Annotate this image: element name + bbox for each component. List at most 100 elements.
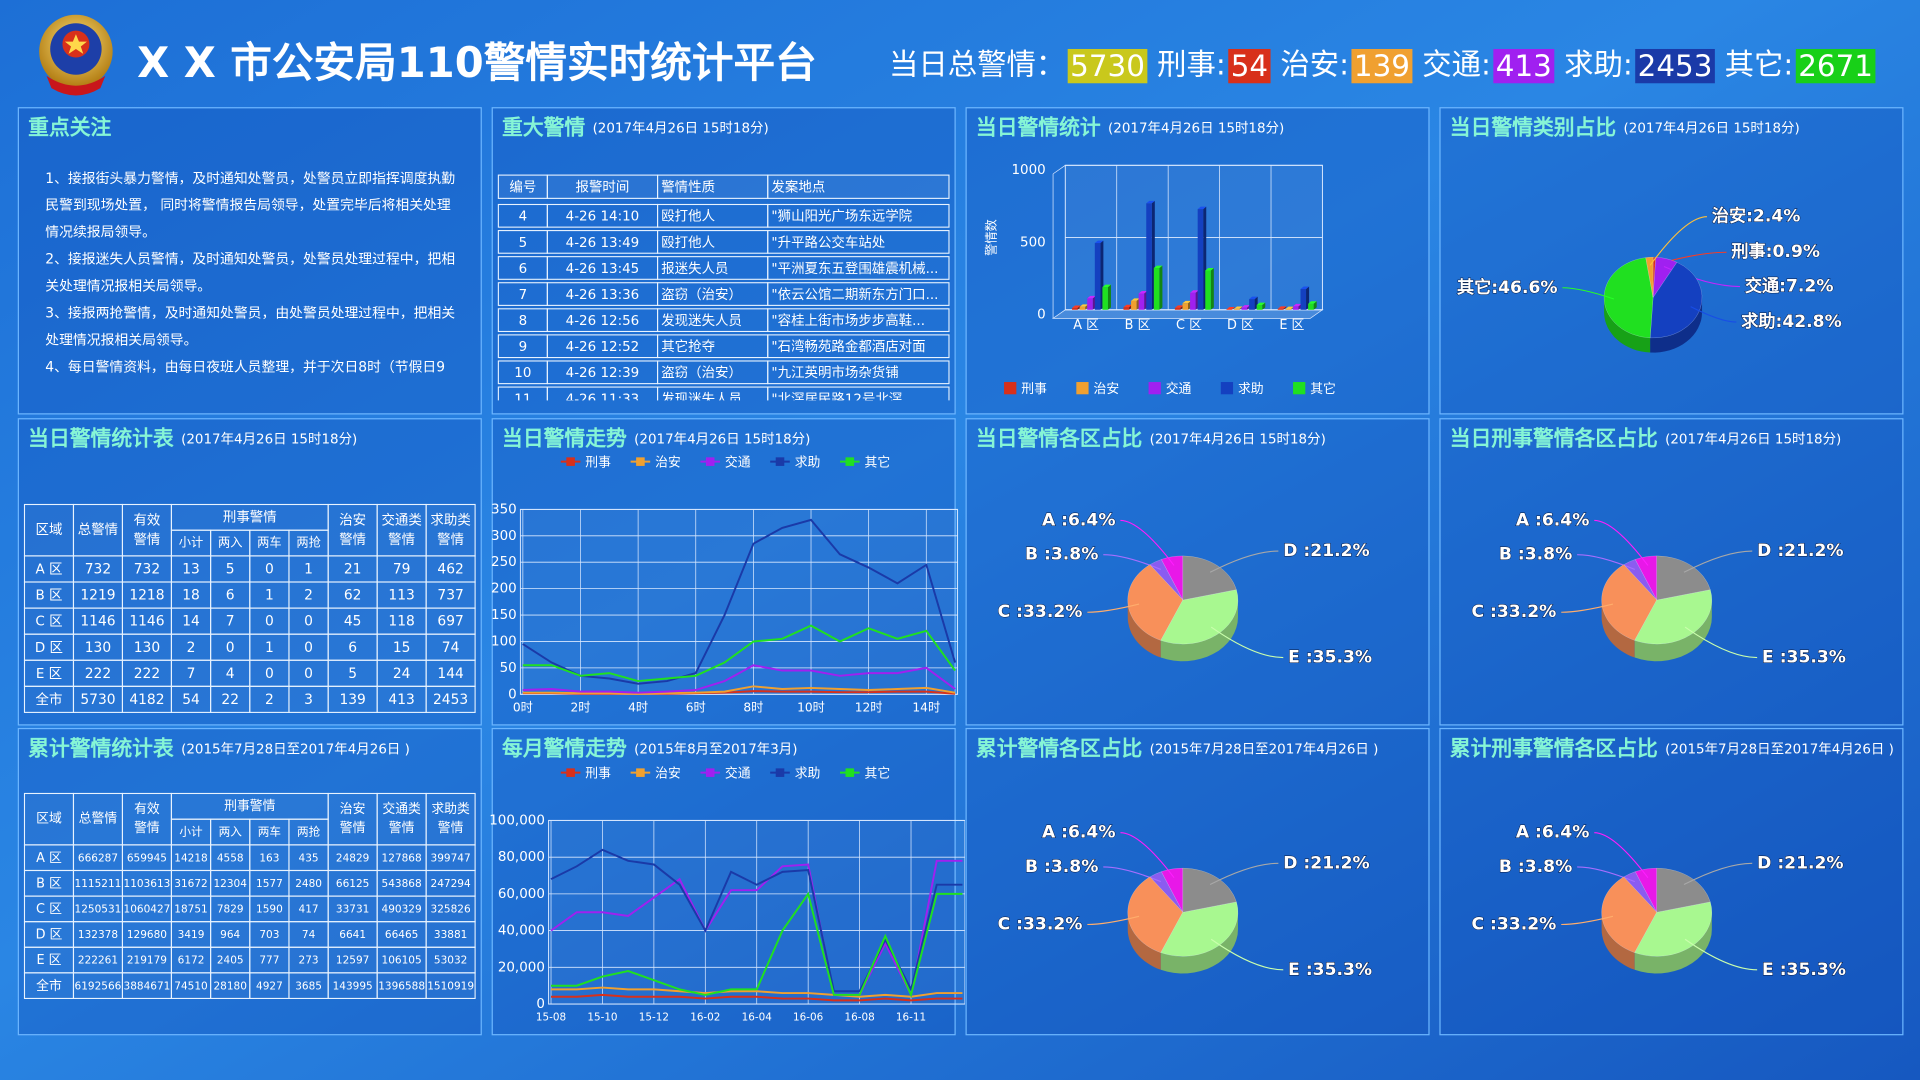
table-cell-text: 两入 xyxy=(219,825,243,839)
table-cell-text: 全市 xyxy=(36,978,62,994)
table-cell xyxy=(376,633,427,661)
table-cell-text: 警情 xyxy=(438,820,464,836)
bar-top xyxy=(1131,298,1140,301)
table-cell xyxy=(425,685,476,713)
table-cell-text: 22 xyxy=(221,692,239,708)
table-cell-text: 4-26 12:52 xyxy=(566,340,640,355)
table-cell xyxy=(210,972,251,999)
table-cell-text: 3685 xyxy=(295,980,322,992)
table-cell-text: 247294 xyxy=(431,878,471,890)
table-cell-text: "升平路公交车站处 xyxy=(771,234,885,251)
table-cell xyxy=(121,607,172,635)
table-cell xyxy=(327,792,378,846)
panel-title: 重大警情 xyxy=(502,116,585,140)
table-cell xyxy=(288,581,329,609)
table-cell-text: 警情 xyxy=(437,532,464,548)
table-cell-text: 刑事警情 xyxy=(223,509,277,525)
table-cell-text: 10 xyxy=(514,366,531,381)
table-cell xyxy=(288,921,329,948)
table-cell-text: 14218 xyxy=(174,852,207,864)
table-cell-text: 5 xyxy=(348,666,357,682)
pie-label: D :21.2% xyxy=(1757,853,1843,873)
table-cell-text: "石湾畅苑路金都酒店对面 xyxy=(771,338,925,355)
bar xyxy=(1153,268,1160,310)
pie-leader xyxy=(1561,915,1614,926)
x-tick-label: 15-08 xyxy=(536,1012,566,1024)
legend-label: 治安 xyxy=(655,766,681,781)
table-cell-text: 14 xyxy=(182,614,200,630)
table-cell-text: 1 xyxy=(265,588,274,604)
panel-subtitle: (2017年4月26日 15时18分) xyxy=(1665,432,1841,448)
table-cell-text: 129680 xyxy=(127,929,167,941)
table-cell-text: 两车 xyxy=(257,535,281,550)
panel-title: 当日警情走势 xyxy=(502,427,627,451)
table-cell-text: 治安 xyxy=(339,512,366,528)
table-cell-text: 报警时间 xyxy=(576,179,630,195)
pie-slice xyxy=(1601,876,1658,953)
table-cell-text: C 区 xyxy=(36,902,62,917)
table-cell-text: 413 xyxy=(388,692,414,708)
table-cell xyxy=(288,659,329,687)
table-cell xyxy=(327,581,378,609)
pie-label: A :6.4% xyxy=(1042,823,1116,843)
table-cell-text: 1510919 xyxy=(427,980,474,992)
table-cell-text: 143995 xyxy=(333,980,373,992)
table-cell-text: D 区 xyxy=(36,928,63,943)
summary-value: 2671 xyxy=(1798,49,1873,83)
pie-slice xyxy=(1160,867,1184,913)
table-cell-text: 54 xyxy=(182,692,200,708)
bar-side xyxy=(1077,305,1081,310)
pie-leader xyxy=(1120,832,1175,879)
pie-label: E :35.3% xyxy=(1762,960,1846,980)
legend-label: 交通 xyxy=(725,765,751,781)
pie-label: D :21.2% xyxy=(1283,853,1369,873)
bar-side xyxy=(1107,284,1111,310)
legend-swatch xyxy=(775,768,785,777)
table-cell-text: 求助类 xyxy=(430,512,470,528)
panel-subtitle: (2015年7月28日至2017年4月26日 ) xyxy=(1150,741,1379,757)
y-tick-label: 300 xyxy=(491,529,517,544)
table-cell-text: 732 xyxy=(85,562,111,578)
pie-label: C :33.2% xyxy=(1472,914,1557,934)
table-cell-text: 53032 xyxy=(434,955,467,967)
legend-swatch xyxy=(705,768,715,777)
bar xyxy=(1182,303,1188,310)
x-tick-label: B 区 xyxy=(1125,318,1151,333)
pie-slice xyxy=(1182,555,1237,601)
table-cell xyxy=(767,282,950,306)
table-cell-text: 警情 xyxy=(388,532,415,548)
table-cell-text: 7 xyxy=(187,666,196,682)
table-cell-text: 74510 xyxy=(174,980,207,992)
table-cell-text: 543868 xyxy=(382,878,422,890)
panel: 每月警情走势 (2015年8月至2017年3月) 15-08 15-10 15-12 16… xyxy=(489,727,965,1036)
bar xyxy=(1292,306,1299,310)
pie-slice xyxy=(1645,256,1654,298)
bar-top xyxy=(1123,304,1133,308)
bar-side xyxy=(1239,306,1243,310)
y-tick-label: 350 xyxy=(491,502,517,517)
table-cell-text: 两入 xyxy=(218,536,242,550)
pie-label: 治安:2.4% xyxy=(1712,206,1801,227)
table-cell-text: 490329 xyxy=(382,903,422,915)
bar-top xyxy=(1072,305,1081,308)
table-cell-text: 435 xyxy=(299,852,319,864)
x-tick-label: 2时 xyxy=(570,700,590,714)
table-cell-text: 2405 xyxy=(217,955,244,967)
series-line xyxy=(550,859,963,998)
table-cell xyxy=(249,972,290,999)
bar-top xyxy=(1174,305,1184,308)
table-cell-text: 盗窃（治安） xyxy=(661,287,742,303)
bar-top xyxy=(1233,306,1243,309)
bar-top xyxy=(1292,303,1302,307)
bar-top xyxy=(1226,307,1235,310)
pie-leader xyxy=(1087,603,1140,613)
legend-swatch xyxy=(1076,382,1089,395)
pie-slice xyxy=(1160,901,1239,957)
pie-label: 交通:7.2% xyxy=(1745,276,1834,297)
table-cell-text: 小计 xyxy=(179,536,203,550)
legend-swatch xyxy=(1148,382,1161,395)
pie-slice xyxy=(1127,564,1184,641)
table-cell-text: "北滘居民路12号北滘... xyxy=(771,391,915,407)
table-cell-text: 4927 xyxy=(256,980,283,992)
panel-title: 重点关注 xyxy=(28,116,111,140)
